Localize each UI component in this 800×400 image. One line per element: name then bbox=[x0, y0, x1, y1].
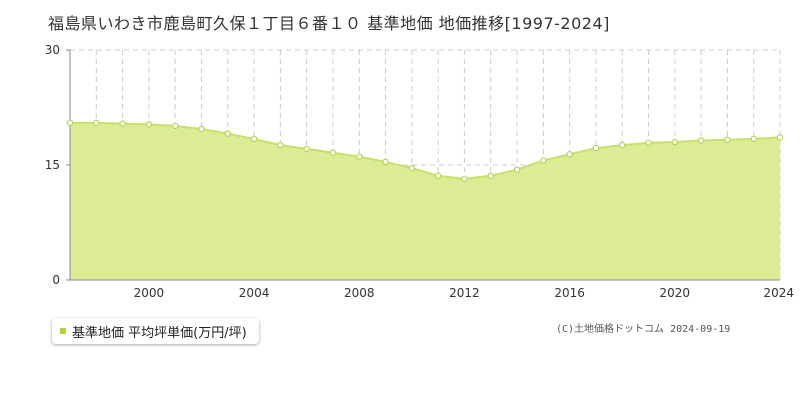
legend: 基準地価 平均坪単価(万円/坪) bbox=[52, 318, 259, 344]
data-point bbox=[356, 153, 363, 160]
data-point bbox=[697, 137, 705, 144]
data-point bbox=[66, 119, 74, 127]
data-point bbox=[619, 141, 626, 149]
legend-label: 基準地価 平均坪単価(万円/坪) bbox=[72, 325, 247, 341]
x-tick-label: 2020 bbox=[660, 286, 691, 300]
data-point bbox=[198, 125, 205, 133]
data-point bbox=[408, 164, 416, 172]
data-point bbox=[224, 130, 231, 137]
data-point bbox=[540, 157, 547, 164]
data-point bbox=[250, 135, 258, 143]
data-points bbox=[66, 119, 784, 182]
data-point bbox=[303, 145, 310, 153]
x-tick-label: 2016 bbox=[554, 286, 585, 300]
data-point bbox=[119, 120, 126, 127]
y-tick-label: 15 bbox=[45, 158, 60, 172]
y-tick-label: 0 bbox=[52, 273, 60, 287]
y-tick-label: 30 bbox=[45, 43, 60, 57]
data-point bbox=[645, 139, 652, 146]
x-tick-label: 2012 bbox=[449, 286, 480, 300]
chart-title: 福島県いわき市鹿島町久保１丁目６番１０ 基準地価 地価推移[1997-2024] bbox=[48, 14, 610, 33]
tick-labels: 0 15 30 2000 2004 2008 2012 2016 2020 2024 bbox=[45, 43, 794, 300]
data-point bbox=[93, 119, 100, 127]
data-point bbox=[434, 172, 442, 179]
x-tick-label: 2024 bbox=[763, 286, 794, 300]
x-tick-label: 2008 bbox=[344, 286, 375, 300]
data-point bbox=[724, 136, 731, 143]
data-point bbox=[277, 141, 284, 149]
legend-swatch bbox=[60, 328, 66, 334]
data-point bbox=[487, 172, 494, 179]
data-point bbox=[513, 166, 521, 173]
series-area bbox=[70, 122, 780, 280]
data-point bbox=[329, 149, 337, 156]
data-point bbox=[750, 135, 757, 143]
data-point bbox=[171, 122, 179, 130]
data-point bbox=[776, 134, 784, 141]
x-tick-label: 2004 bbox=[239, 286, 270, 300]
data-point bbox=[566, 151, 573, 158]
data-point bbox=[592, 144, 600, 152]
axes bbox=[66, 49, 780, 281]
x-tick-label: 2000 bbox=[134, 286, 165, 300]
series-line bbox=[70, 121, 781, 180]
data-point bbox=[145, 121, 153, 128]
data-point bbox=[461, 175, 468, 182]
credit-text: (C)土地価格ドットコム 2024-09-19 bbox=[556, 324, 731, 335]
data-point bbox=[671, 138, 679, 146]
data-point bbox=[382, 158, 389, 166]
